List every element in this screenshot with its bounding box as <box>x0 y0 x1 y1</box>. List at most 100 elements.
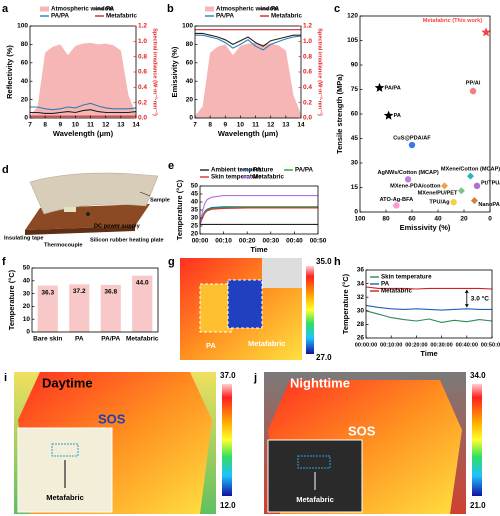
inset-label: Metafabric <box>296 495 334 504</box>
y-tick-label: 60 <box>21 60 29 67</box>
y2-tick-label: 1.2 <box>138 23 147 30</box>
label: Sample <box>150 197 170 203</box>
label: Metafabric <box>248 339 286 348</box>
panel-label: h <box>334 256 341 268</box>
panel-label: b <box>167 3 174 15</box>
y-tick-label: 20 <box>23 303 31 310</box>
y2-axis-label: Spectral irradiance (W·m⁻²·nm⁻¹) <box>152 28 159 116</box>
plot-frame <box>199 185 319 235</box>
y-tick-label: 90 <box>351 62 359 69</box>
pa-sample <box>199 283 233 333</box>
y2-tick-label: 0.4 <box>138 84 147 91</box>
legend-label: PA/PA <box>51 13 70 20</box>
arrow-head <box>464 289 469 293</box>
x-axis-label: Time <box>420 349 437 358</box>
x-tick-label: 14 <box>132 122 140 129</box>
heating-plate-side <box>25 226 135 235</box>
x-tick-label: PA <box>75 336 84 343</box>
line <box>195 32 301 47</box>
y-tick-label: 100 <box>182 23 193 30</box>
y2-tick-label: 1.0 <box>138 38 147 45</box>
x-tick-label: 80 <box>382 216 390 223</box>
legend-label: PA <box>381 281 390 288</box>
y2-tick-label: 0.6 <box>303 69 312 76</box>
y-tick-label: 15 <box>351 184 359 191</box>
point-label: MXene-PDA/cotton <box>390 183 441 189</box>
x-tick-label: 100 <box>355 216 366 223</box>
point <box>383 110 394 120</box>
panel-label: f <box>2 256 6 268</box>
y-axis-label: Temperature (°C) <box>7 269 16 330</box>
colorbar <box>306 266 314 354</box>
y-tick-label: 60 <box>351 111 359 118</box>
x-tick-label: 14 <box>297 122 305 129</box>
y-tick-label: 60 <box>186 60 194 67</box>
point-label: MXene/Cotton (MCAP) <box>441 167 500 173</box>
label: PA <box>206 341 216 350</box>
point <box>441 182 448 190</box>
legend-label: Skin temperature <box>211 174 262 181</box>
value-label: 37.2 <box>73 288 86 295</box>
y2-tick-label: 0.2 <box>138 99 147 106</box>
y-axis-label: Temperature (°C) <box>175 179 184 240</box>
y-tick-label: 80 <box>21 41 29 48</box>
inset-label: Metafabric <box>46 493 84 502</box>
panel-g: g PA Metafabric 35.0 27.0 <box>168 256 332 362</box>
line <box>30 102 137 111</box>
colorbar-min: 21.0 <box>470 501 486 510</box>
bar <box>132 275 153 332</box>
y2-tick-label: 0.0 <box>303 115 312 122</box>
y2-tick-label: 0.2 <box>303 99 312 106</box>
x-tick-label: Bare skin <box>33 336 62 343</box>
point-label: ATO-Ag-BFA <box>380 197 414 203</box>
annotation: 3.0 °C <box>471 294 489 302</box>
line <box>199 206 318 225</box>
area <box>195 42 301 118</box>
legend-label: PA/PA <box>216 13 235 20</box>
x-tick-label: 10 <box>237 122 245 129</box>
point-label: PA <box>394 113 401 119</box>
metafabric-sample <box>227 279 263 329</box>
legend-label: Metafabric <box>253 174 285 181</box>
y-tick-label: 32 <box>357 294 365 301</box>
legend-label: Atmospheric window <box>51 6 113 13</box>
line <box>365 286 493 290</box>
point <box>450 199 457 206</box>
colorbar-max: 34.0 <box>470 371 486 380</box>
panel-label: e <box>168 160 174 172</box>
point-label: NanoPAN/Ag <box>478 202 500 208</box>
x-axis-label: Emissivity (%) <box>400 223 451 232</box>
y2-tick-label: 0.4 <box>303 84 312 91</box>
plot-frame <box>365 269 493 339</box>
x-tick-label: 20 <box>460 216 468 223</box>
x-tick-label: 40 <box>434 216 442 223</box>
y2-tick-label: 1.2 <box>303 23 312 30</box>
legend-label: Atmospheric window <box>216 6 278 13</box>
y-tick-label: 26 <box>357 335 365 342</box>
point-label: AgNWs/Cotton (MCAP) <box>377 170 438 176</box>
point <box>404 176 412 183</box>
area <box>30 42 136 118</box>
y2-axis-label: Spectral irradiance (W·m⁻²·nm⁻¹) <box>317 28 324 116</box>
y-tick-label: 50 <box>191 183 199 190</box>
line <box>365 310 493 323</box>
x-tick-label: 00:10:00 <box>380 342 402 348</box>
point-label: Pt/TPU/Ag <box>481 180 500 186</box>
y2-tick-label: 0.8 <box>138 53 147 60</box>
x-tick-label: 00:40 <box>286 238 303 245</box>
legend-label: PA <box>253 167 262 174</box>
colorbar-min: 27.0 <box>316 353 332 362</box>
y-axis-label: Reflectivity (%) <box>5 45 14 99</box>
x-tick-label: 00:30:00 <box>430 342 452 348</box>
line <box>195 34 302 51</box>
x-tick-label: 13 <box>117 122 125 129</box>
y-tick-label: 30 <box>191 215 199 222</box>
point <box>467 172 474 180</box>
x-axis-label: Time <box>250 245 267 254</box>
x-tick-label: 00:30 <box>262 238 279 245</box>
y2-tick-label: 0.0 <box>138 115 147 122</box>
x-tick-label: 10 <box>72 122 80 129</box>
panel-label: c <box>334 3 340 15</box>
point <box>470 197 478 205</box>
